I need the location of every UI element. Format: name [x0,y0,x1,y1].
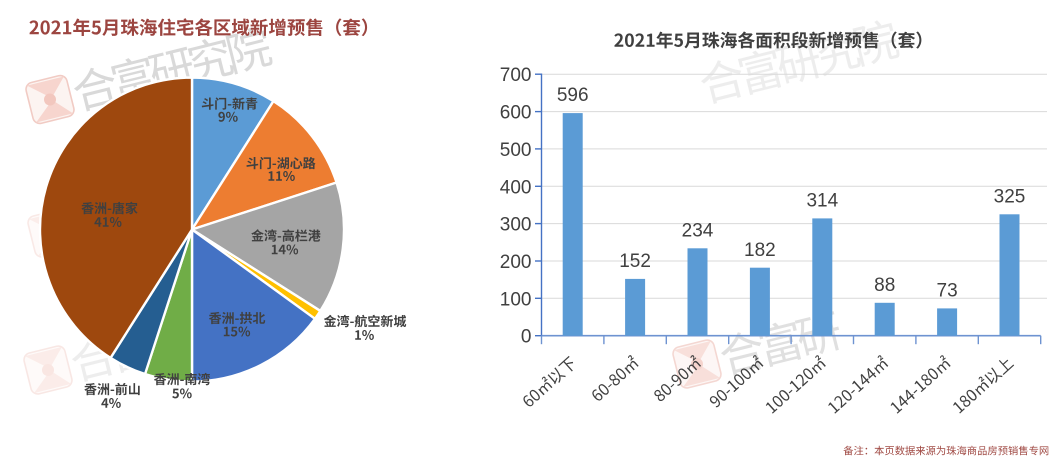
svg-text:700: 700 [500,65,532,86]
svg-text:152: 152 [619,251,651,272]
svg-text:314: 314 [806,191,838,212]
svg-text:73: 73 [937,281,958,302]
svg-text:500: 500 [500,140,532,161]
svg-text:325: 325 [994,186,1026,207]
svg-text:234: 234 [682,220,714,241]
svg-text:600: 600 [500,103,532,124]
svg-text:400: 400 [500,177,532,198]
svg-text:88: 88 [874,275,895,296]
svg-text:100: 100 [500,289,532,310]
svg-text:182: 182 [744,240,776,261]
svg-text:200: 200 [500,252,532,273]
svg-text:596: 596 [557,85,589,106]
svg-text:300: 300 [500,215,532,236]
svg-text:0: 0 [521,327,532,348]
